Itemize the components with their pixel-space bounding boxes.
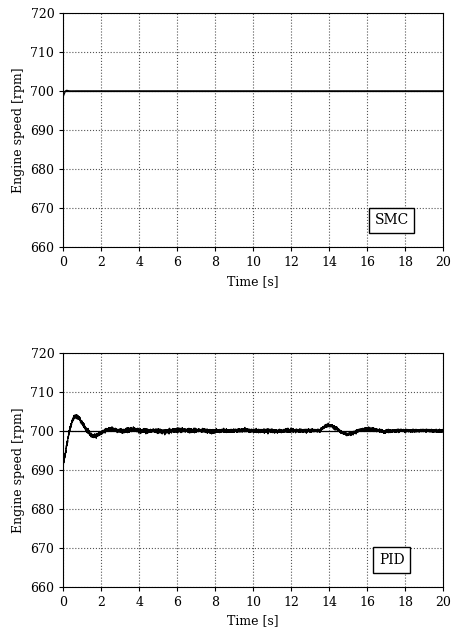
Text: PID: PID	[378, 553, 404, 567]
X-axis label: Time [s]: Time [s]	[227, 275, 278, 288]
Y-axis label: Engine speed [rpm]: Engine speed [rpm]	[12, 67, 25, 193]
Y-axis label: Engine speed [rpm]: Engine speed [rpm]	[12, 407, 25, 533]
X-axis label: Time [s]: Time [s]	[227, 614, 278, 628]
Text: SMC: SMC	[374, 213, 408, 227]
